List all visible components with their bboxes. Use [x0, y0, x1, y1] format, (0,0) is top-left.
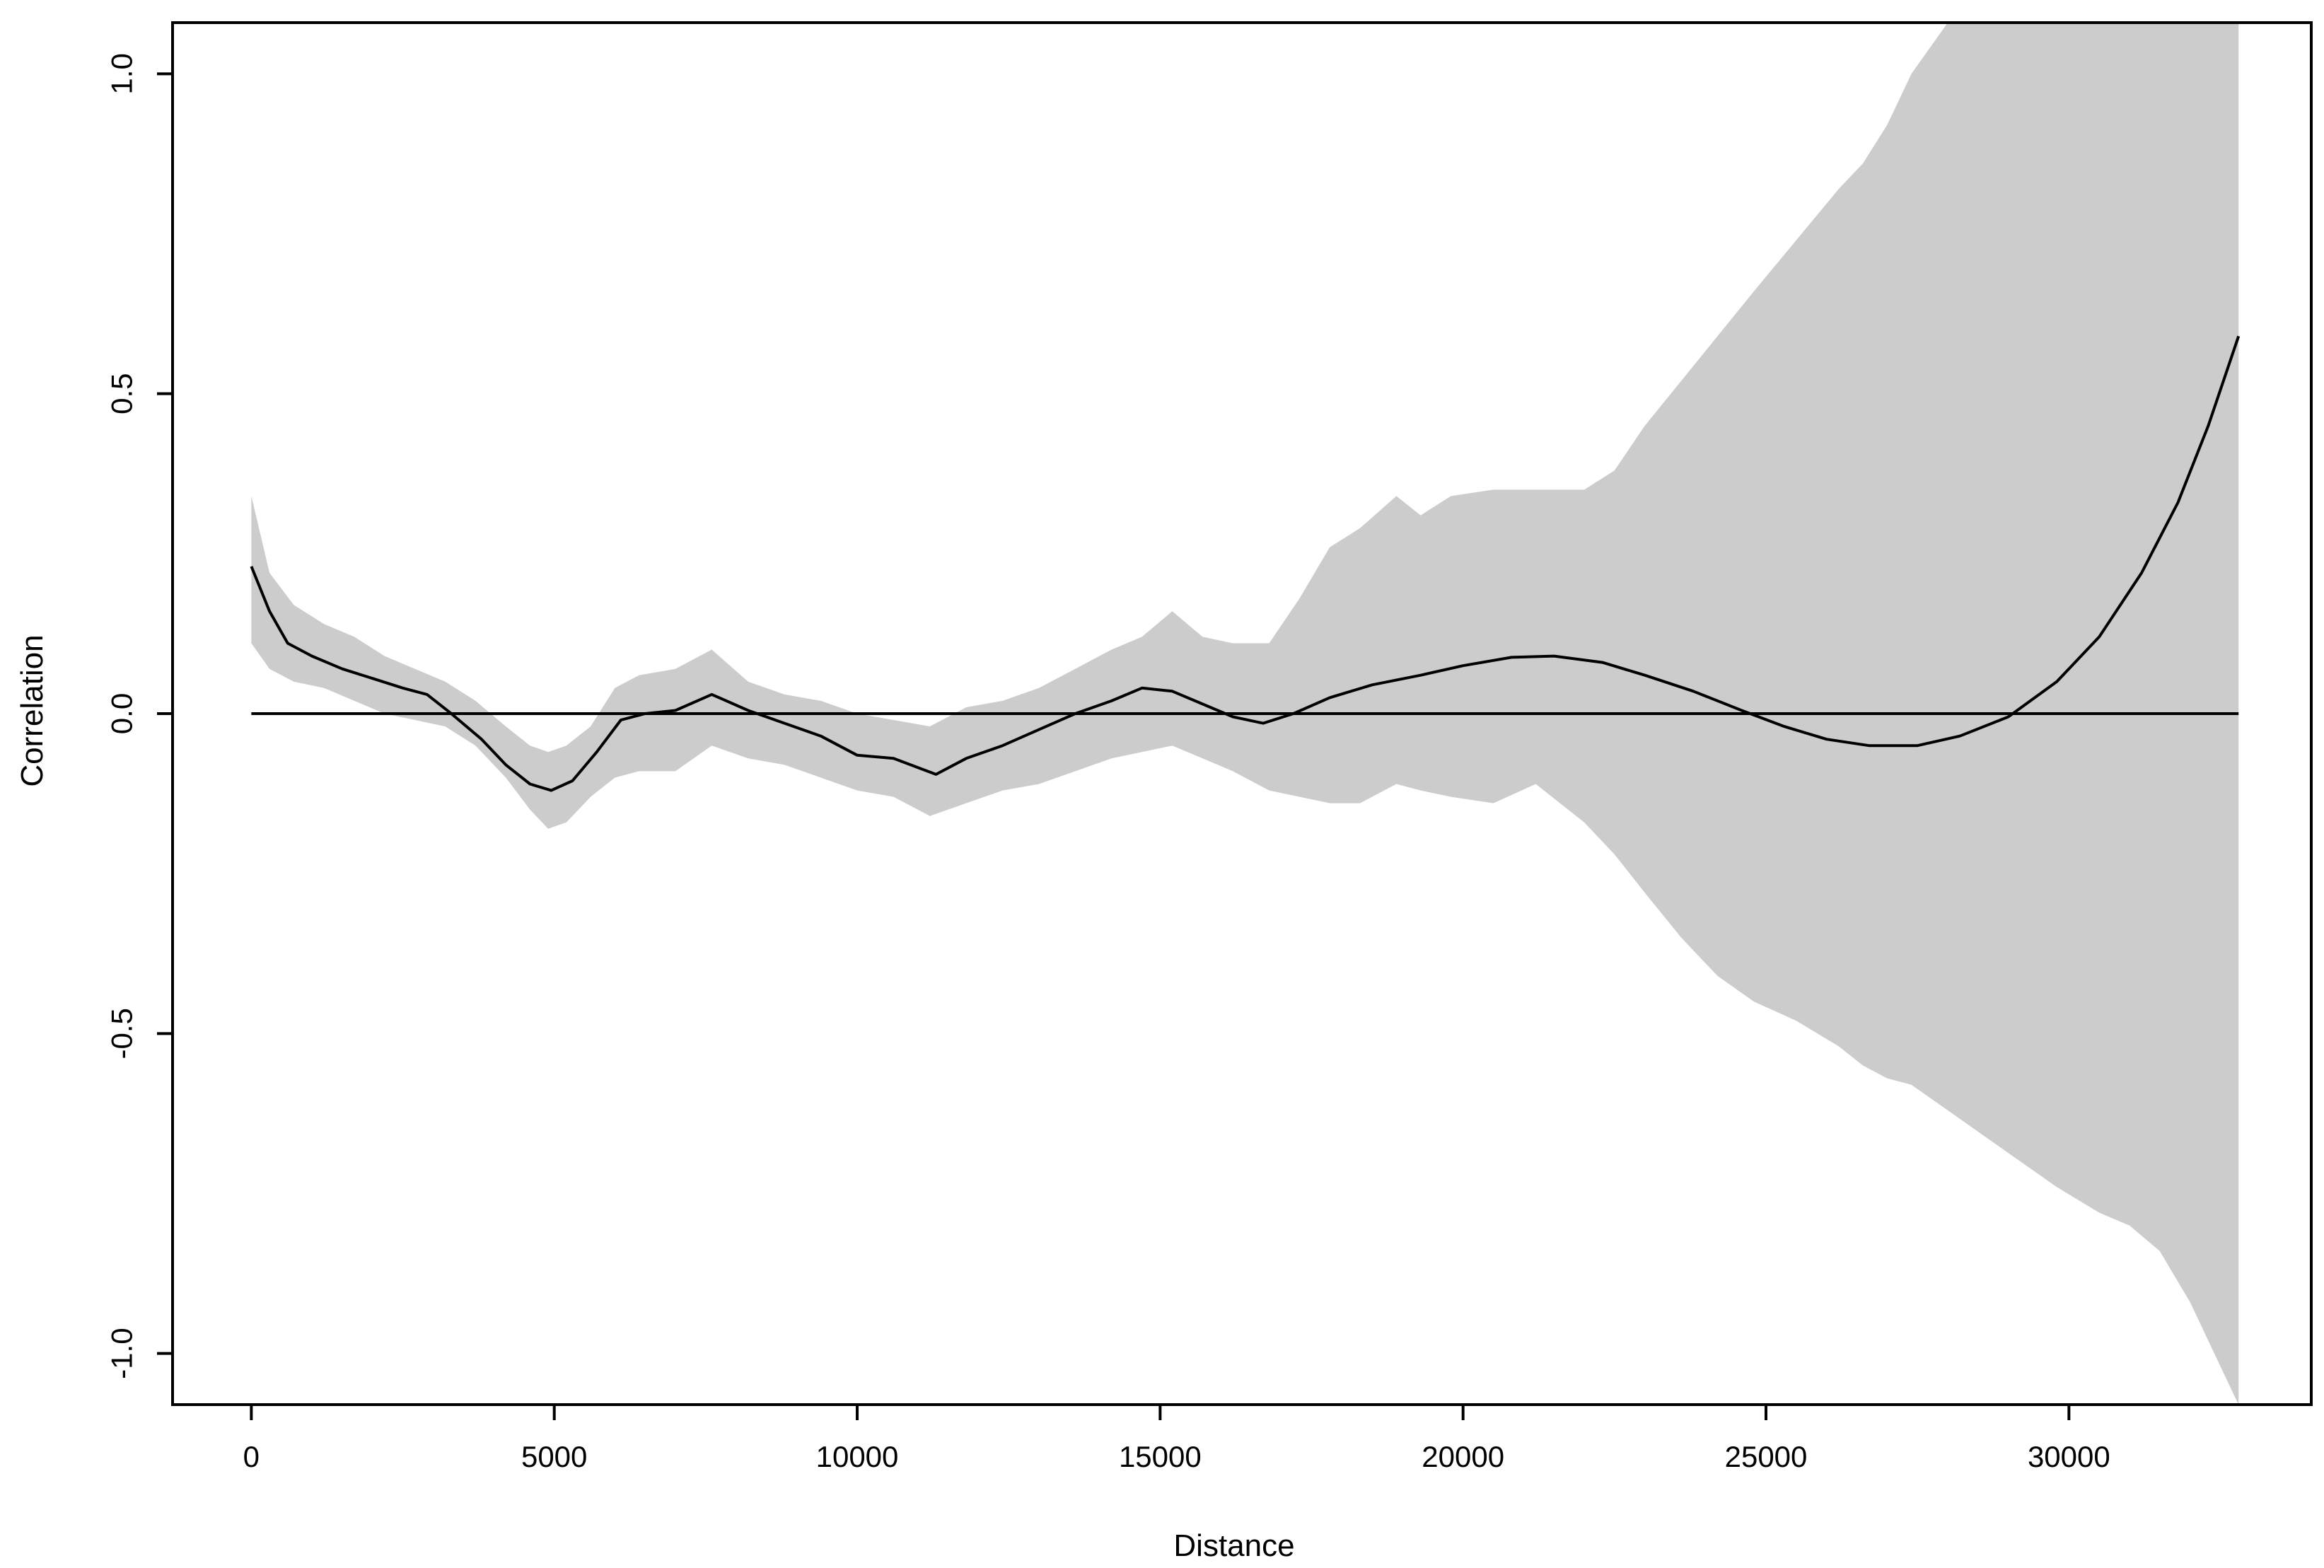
- y-axis-label: Correlation: [15, 634, 50, 786]
- x-tick-label-1: 5000: [521, 1440, 587, 1473]
- data-line-layer: [250, 335, 2241, 792]
- y-tick-label-1: -0.5: [105, 1008, 139, 1059]
- x-tick-label-0: 0: [243, 1440, 260, 1473]
- y-tick-label-4: 1.0: [105, 53, 139, 94]
- x-tick-label-2: 10000: [816, 1440, 899, 1473]
- x-tick-label-6: 30000: [2028, 1440, 2110, 1473]
- y-tick-label-0: -1.0: [105, 1328, 139, 1378]
- correlation-line-0: [250, 335, 2241, 792]
- x-tick-label-4: 20000: [1422, 1440, 1504, 1473]
- x-axis-label: Distance: [1173, 1528, 1294, 1563]
- x-tick-label-3: 15000: [1119, 1440, 1202, 1473]
- axes-layer: 0 5000 10000 15000 20000 25000 30000 -1.0 -0.5 0.…: [105, 21, 2313, 1473]
- y-tick-label-3: 0.5: [105, 373, 139, 414]
- y-tick-label-2: 0.0: [105, 693, 139, 734]
- x-tick-label-5: 25000: [1725, 1440, 1808, 1473]
